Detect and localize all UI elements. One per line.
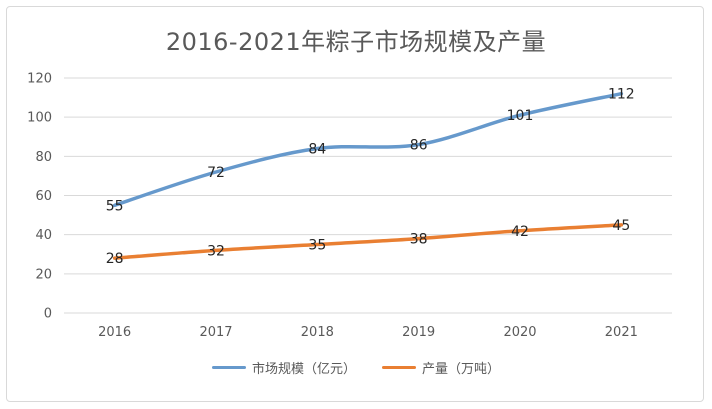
data-label-s1-2018: 35 bbox=[308, 237, 326, 253]
legend-item-production: 产量（万吨） bbox=[382, 358, 500, 377]
data-label-s1-2020: 42 bbox=[511, 224, 529, 240]
data-label-s0-2016: 55 bbox=[106, 198, 124, 214]
chart-title: 2016-2021年粽子市场规模及产量 bbox=[165, 28, 547, 56]
legend-item-market-size: 市场规模（亿元） bbox=[211, 358, 356, 377]
x-tick-label-2019: 2019 bbox=[402, 325, 435, 340]
series-line-0 bbox=[112, 91, 624, 208]
data-label-s0-2021: 112 bbox=[608, 87, 635, 103]
x-tick-label-2016: 2016 bbox=[98, 325, 131, 340]
data-label-s0-2019: 86 bbox=[410, 138, 428, 154]
legend-label-market-size: 市场规模（亿元） bbox=[251, 362, 356, 377]
y-tick-label-0: 0 bbox=[44, 307, 52, 322]
legend-swatch-production bbox=[382, 366, 416, 369]
x-tick-label-2020: 2020 bbox=[503, 325, 536, 340]
data-label-s1-2021: 45 bbox=[612, 218, 630, 234]
data-label-s1-2019: 38 bbox=[410, 232, 428, 248]
y-tick-label-20: 20 bbox=[35, 267, 52, 282]
y-tick-label-80: 80 bbox=[35, 150, 52, 165]
x-tick-label-2021: 2021 bbox=[605, 325, 638, 340]
data-label-s0-2020: 101 bbox=[507, 108, 534, 124]
y-tick-label-40: 40 bbox=[35, 228, 52, 243]
data-label-s0-2018: 84 bbox=[308, 142, 326, 158]
data-label-s1-2017: 32 bbox=[207, 243, 225, 259]
data-label-s1-2016: 28 bbox=[106, 251, 124, 267]
y-tick-label-60: 60 bbox=[35, 189, 52, 204]
chart-legend: 市场规模（亿元） 产量（万吨） bbox=[0, 358, 712, 377]
y-tick-label-120: 120 bbox=[27, 72, 52, 87]
legend-label-production: 产量（万吨） bbox=[422, 362, 501, 377]
legend-swatch-market-size bbox=[211, 366, 246, 369]
x-tick-label-2018: 2018 bbox=[301, 325, 334, 340]
x-tick-label-2017: 2017 bbox=[199, 325, 232, 340]
series-line-1 bbox=[112, 223, 624, 260]
data-label-s0-2017: 72 bbox=[207, 165, 225, 181]
y-tick-label-100: 100 bbox=[27, 111, 52, 126]
